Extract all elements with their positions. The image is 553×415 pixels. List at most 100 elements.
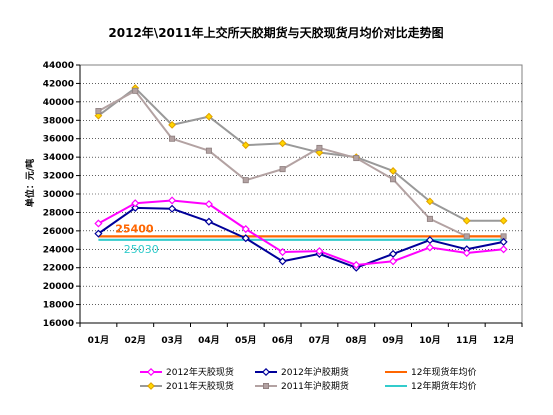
series-4-line bbox=[97, 89, 504, 238]
series-1-point bbox=[499, 237, 508, 246]
plot-area bbox=[79, 64, 523, 324]
legend-item: 2011年天胶现货 bbox=[140, 380, 234, 392]
series-3-point bbox=[241, 141, 250, 150]
x-tick-label: 01月 bbox=[88, 335, 110, 346]
series-4-point bbox=[205, 147, 212, 154]
series-0-point bbox=[278, 248, 287, 257]
series-4-point bbox=[132, 87, 139, 94]
y-tick-label: 16000 bbox=[43, 319, 74, 329]
y-tick-label: 24000 bbox=[43, 245, 74, 255]
x-tick-label: 05月 bbox=[235, 335, 257, 346]
series-3-line bbox=[97, 87, 504, 222]
y-tick-label: 28000 bbox=[43, 208, 74, 218]
legend-item: 12年现货年均价 bbox=[385, 366, 476, 378]
series-0-point bbox=[204, 200, 213, 209]
legend-label: 12年现货年均价 bbox=[411, 366, 476, 378]
y-tick-label: 44000 bbox=[43, 61, 74, 71]
legend-swatch-marker bbox=[147, 382, 155, 390]
series-3-point bbox=[168, 120, 176, 129]
legend-item: 2011年沪胶期货 bbox=[255, 380, 349, 392]
series-1-line bbox=[97, 206, 504, 269]
series-0-point bbox=[499, 245, 508, 254]
legend-swatch-marker bbox=[262, 382, 269, 389]
x-tick-label: 08月 bbox=[345, 335, 367, 346]
y-tick-label: 22000 bbox=[43, 264, 74, 274]
series-4-point bbox=[242, 177, 249, 184]
series-3-point bbox=[499, 216, 508, 225]
series-0-point bbox=[94, 219, 103, 228]
y-tick-label: 26000 bbox=[43, 227, 74, 237]
x-tick-label: 04月 bbox=[198, 335, 220, 346]
x-tick-label: 12月 bbox=[493, 335, 515, 346]
annotation-layer: 25400 25030 bbox=[115, 222, 158, 255]
series-0-point bbox=[241, 224, 250, 234]
legend: 2012年天胶现货 2012年沪胶期货 12年现货年均价 2011年天胶现货 2011年… bbox=[140, 366, 476, 392]
grid-layer bbox=[79, 64, 523, 324]
x-tick-label: 02月 bbox=[124, 335, 146, 346]
annotation-label: 25400 bbox=[115, 222, 154, 235]
series-3-point bbox=[389, 167, 397, 175]
series-0-point bbox=[352, 260, 361, 269]
legend-label: 2011年沪胶期货 bbox=[281, 380, 349, 392]
series-1-point bbox=[425, 236, 434, 245]
y-tick-label: 38000 bbox=[43, 116, 74, 126]
x-tick-label: 09月 bbox=[382, 335, 404, 346]
y-tick-label: 30000 bbox=[43, 190, 74, 200]
series-3-point bbox=[94, 111, 103, 120]
axes-layer: 16000 18000 20000 22000 24000 26000 28000 30000… bbox=[43, 61, 523, 346]
series-layer bbox=[97, 87, 504, 269]
series-4-point bbox=[316, 144, 323, 151]
series-1-point bbox=[204, 217, 213, 226]
y-axis-label: 单位：元/吨 bbox=[24, 159, 36, 207]
legend-swatch-marker bbox=[261, 367, 271, 377]
marker-layer bbox=[94, 84, 508, 272]
y-tick-label: 32000 bbox=[43, 172, 74, 182]
y-tick-label: 36000 bbox=[43, 135, 74, 145]
series-3-point bbox=[426, 197, 434, 206]
y-tick-label: 40000 bbox=[43, 98, 74, 108]
series-4-point bbox=[279, 166, 286, 173]
x-tick-label: 07月 bbox=[309, 335, 331, 346]
legend-item: 2012年天胶现货 bbox=[140, 366, 234, 378]
legend-label: 2011年天胶现货 bbox=[166, 380, 234, 392]
legend-label: 2012年沪胶期货 bbox=[281, 366, 349, 378]
y-tick-label: 20000 bbox=[43, 282, 74, 292]
series-1-point bbox=[389, 249, 398, 258]
series-0-point bbox=[131, 199, 140, 208]
chart-title: 2012年\2011年上交所天胶期货与天胶现货月均价对比走势图 bbox=[108, 25, 443, 40]
series-4-point bbox=[95, 108, 102, 115]
series-4-point bbox=[390, 176, 397, 183]
series-4-point bbox=[353, 155, 360, 162]
series-1-point bbox=[131, 203, 140, 212]
series-1-point bbox=[278, 257, 287, 266]
series-1-point bbox=[168, 204, 177, 213]
x-tick-label: 06月 bbox=[272, 335, 294, 346]
legend-label: 12年期货年均价 bbox=[411, 380, 476, 392]
series-4-point bbox=[426, 215, 433, 222]
legend-label: 2012年天胶现货 bbox=[166, 366, 234, 378]
x-tick-label: 11月 bbox=[456, 335, 478, 346]
series-3-point bbox=[315, 148, 324, 157]
series-0-point bbox=[425, 243, 434, 252]
legend-item: 12年期货年均价 bbox=[385, 380, 476, 392]
y-tick-label: 18000 bbox=[43, 301, 74, 311]
y-tick-label: 42000 bbox=[43, 79, 74, 89]
x-tick-label: 03月 bbox=[161, 335, 183, 346]
series-0-line bbox=[97, 199, 504, 266]
series-3-point bbox=[462, 216, 471, 225]
series-0-point bbox=[315, 247, 324, 256]
series-1-point bbox=[94, 229, 103, 238]
annotation-label: 25030 bbox=[124, 243, 159, 256]
series-0-point bbox=[389, 257, 398, 266]
legend-swatch-marker bbox=[146, 367, 156, 377]
y-tick-label: 34000 bbox=[43, 153, 74, 163]
series-0-point bbox=[168, 196, 177, 205]
series-4-point bbox=[463, 233, 470, 240]
x-tick-label: 10月 bbox=[419, 335, 441, 346]
series-3-point bbox=[278, 139, 287, 148]
series-3-point bbox=[205, 112, 213, 121]
series-4-point bbox=[169, 135, 176, 142]
series-1-point bbox=[241, 234, 250, 243]
